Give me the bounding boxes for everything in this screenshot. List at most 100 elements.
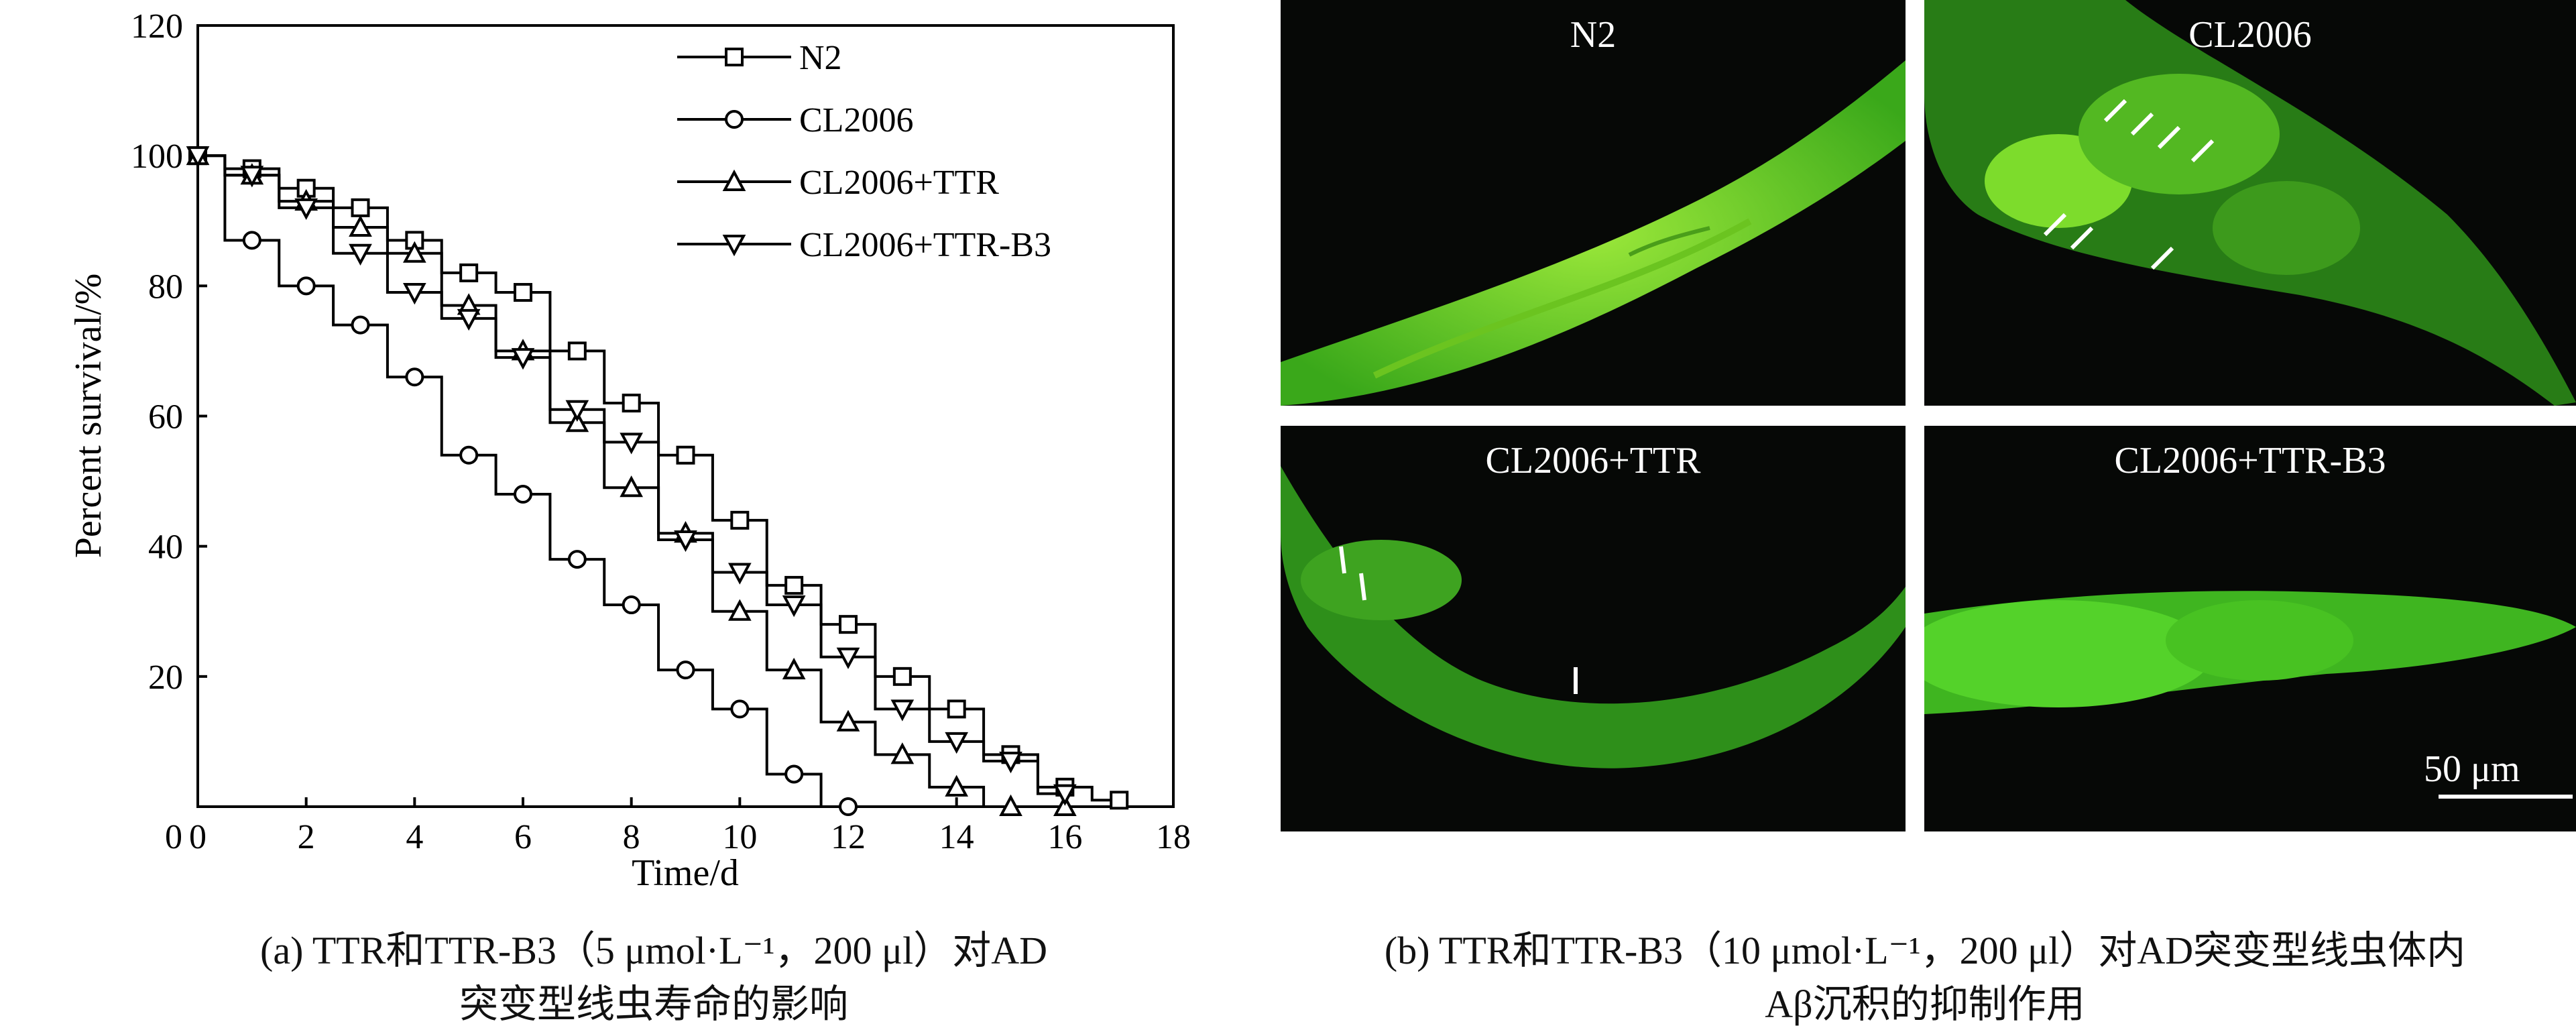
- caption-b-line1: (b) TTR和TTR-B3（10 μmol·L⁻¹，200 μl）对AD突变型…: [1384, 929, 2466, 972]
- data-point: [945, 732, 969, 754]
- y-tick-label: 100: [131, 137, 183, 176]
- series-line: [198, 154, 848, 808]
- deposit-arrows: [2043, 99, 2215, 270]
- worm-image: [1281, 466, 1906, 768]
- panel-label: CL2006: [2188, 14, 2312, 56]
- data-point: [620, 433, 644, 455]
- worm-image: [1924, 591, 2576, 714]
- data-point: [514, 283, 532, 302]
- y-tick-label: 60: [148, 398, 183, 437]
- data-point: [1053, 784, 1077, 806]
- panel-label: N2: [1570, 14, 1617, 56]
- data-point: [514, 485, 532, 504]
- data-point: [242, 231, 261, 250]
- series-lines: [186, 143, 1129, 816]
- scale-bar-label: 50 μm: [2424, 748, 2520, 790]
- y-tick-label: 40: [148, 528, 183, 567]
- data-point: [674, 530, 697, 553]
- micrograph-n2: N2: [1281, 0, 1906, 406]
- data-point: [676, 660, 695, 680]
- data-point: [622, 595, 641, 615]
- data-point: [565, 410, 589, 433]
- data-point: [405, 367, 424, 387]
- data-point: [1053, 794, 1077, 816]
- y-tick-label: 80: [148, 268, 183, 306]
- data-point: [782, 595, 806, 618]
- x-tick-label: 10: [722, 818, 757, 856]
- data-point: [1110, 791, 1129, 810]
- data-point: [890, 699, 915, 722]
- data-point: [457, 308, 481, 331]
- data-point: [351, 315, 370, 335]
- scale-bar: [2439, 795, 2573, 799]
- deposit-arrows: [1339, 546, 1578, 694]
- data-point: [782, 657, 806, 680]
- data-point: [727, 599, 752, 621]
- data-point: [839, 615, 858, 634]
- data-point: [459, 263, 479, 282]
- x-tick-label: 12: [831, 818, 866, 856]
- caption-a-line1: (a) TTR和TTR-B3（5 μmol·L⁻¹，200 μl）对AD: [260, 929, 1047, 972]
- x-tick-label: 16: [1047, 818, 1082, 856]
- series-line: [198, 154, 1120, 802]
- caption-a-line2: 突变型线虫寿命的影响: [459, 982, 848, 1026]
- data-point: [240, 166, 264, 188]
- data-point: [727, 563, 752, 585]
- data-point: [294, 198, 318, 221]
- legend-marker: [725, 48, 744, 66]
- legend-marker: [722, 235, 746, 257]
- data-point: [296, 276, 316, 296]
- panel-label: CL2006+TTR: [1485, 440, 1701, 481]
- data-point: [784, 575, 804, 595]
- series-CL2006+TTR-B3: [186, 146, 1077, 806]
- legend-label: CL2006+TTR: [799, 164, 999, 202]
- data-point: [620, 475, 644, 498]
- data-point: [784, 764, 804, 784]
- data-point: [402, 283, 426, 305]
- origin-tick-label: 0: [165, 818, 182, 856]
- data-point: [622, 394, 641, 413]
- legend-entry: N2: [677, 39, 842, 77]
- caption-b-line2: Aβ沉积的抑制作用: [1765, 982, 2085, 1026]
- legend-entry: CL2006: [677, 101, 913, 139]
- data-point: [459, 445, 479, 465]
- data-point: [999, 752, 1022, 774]
- legend-marker: [725, 110, 744, 129]
- data-point: [730, 699, 750, 719]
- caption-a: (a) TTR和TTR-B3（5 μmol·L⁻¹，200 μl）对AD 突变型…: [0, 924, 1307, 1031]
- data-point: [567, 341, 587, 361]
- data-point: [892, 667, 912, 686]
- data-point: [730, 510, 750, 530]
- legend-entry: CL2006+TTR-B3: [677, 226, 1051, 264]
- legend-label: CL2006+TTR-B3: [799, 226, 1051, 264]
- survival-chart: 0 2 4 6 8 10 12 14 16 18 20 40 60 80 100 120 0 N2 CL2006 C…: [68, 7, 1191, 894]
- x-axis-label: Time/d: [632, 852, 739, 894]
- plot-frame: [196, 24, 1175, 808]
- y-tick-label: 120: [131, 7, 183, 46]
- panel-label: CL2006+TTR-B3: [2114, 440, 2386, 481]
- x-tick-label: 6: [514, 818, 532, 856]
- x-tick-label: 14: [939, 818, 974, 856]
- data-point: [186, 146, 210, 168]
- data-point: [839, 797, 858, 816]
- data-point: [567, 550, 587, 569]
- legend: N2 CL2006 CL2006+TTR CL2006+TTR-B3: [677, 39, 1051, 264]
- data-point: [945, 774, 969, 797]
- data-point: [351, 198, 370, 217]
- legend-label: CL2006: [799, 101, 913, 139]
- data-point: [676, 445, 695, 465]
- data-point: [349, 215, 372, 237]
- data-point: [947, 699, 966, 719]
- y-axis-label: Percent survival/%: [68, 274, 109, 559]
- worm-image: [1924, 0, 2576, 406]
- worm-image: [1281, 60, 1906, 406]
- micrograph-cl2006-ttr: CL2006+TTR: [1281, 426, 1906, 831]
- data-point: [890, 742, 915, 764]
- legend-label: N2: [799, 39, 842, 77]
- data-point: [999, 794, 1022, 816]
- x-tick-label: 8: [623, 818, 640, 856]
- series-CL2006: [188, 146, 858, 816]
- x-tick-label: 4: [406, 818, 423, 856]
- data-point: [836, 709, 860, 732]
- data-point: [349, 243, 372, 266]
